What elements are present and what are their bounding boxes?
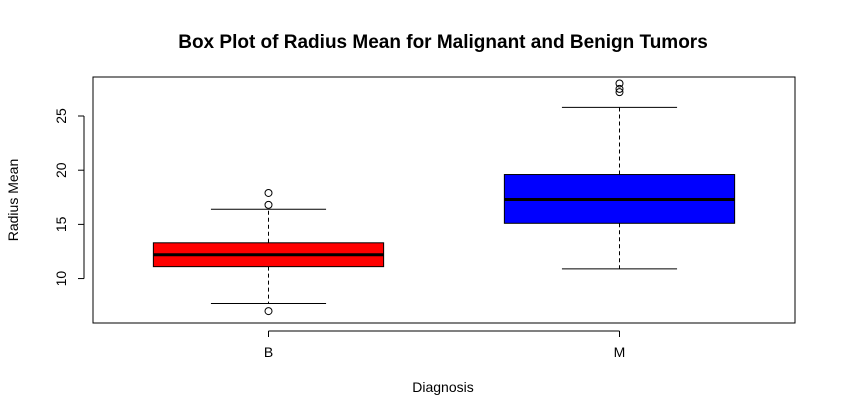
box-B [152,188,385,316]
y-axis-label: Radius Mean [5,159,21,242]
y-tick-label: 25 [53,108,69,124]
outlier-point [615,79,624,88]
y-tick-label: 15 [53,216,69,232]
boxes-group [152,79,736,316]
outlier-point [615,88,624,97]
y-tick-label: 10 [53,271,69,287]
outlier-point [264,188,273,197]
outlier-point [264,200,273,209]
plot-frame [92,76,796,324]
chart-title: Box Plot of Radius Mean for Malignant an… [178,32,708,53]
y-axis: 10 15 20 25 [53,108,85,287]
box-M [503,79,736,270]
x-tick-label: B [264,344,273,360]
x-axis-label: Diagnosis [412,379,473,395]
x-tick-label: M [614,344,626,360]
y-tick-label: 20 [53,162,69,178]
outlier-point [615,84,624,93]
outlier-point [264,307,273,316]
